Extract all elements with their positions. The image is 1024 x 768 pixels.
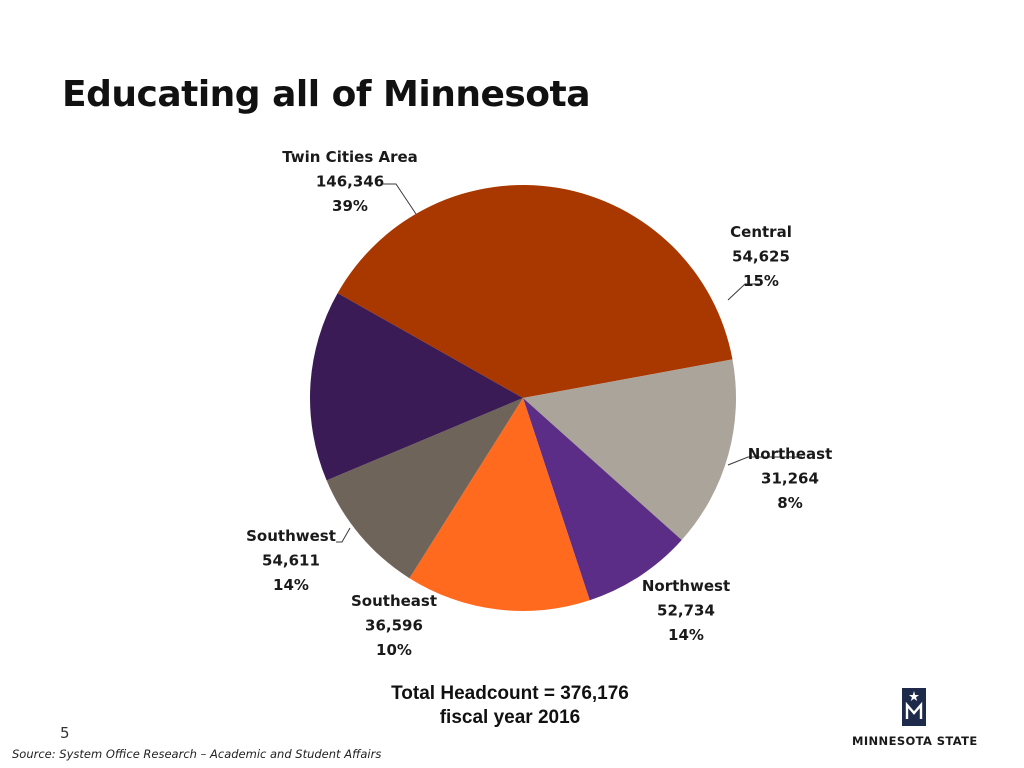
leader-line-twin-cities-area	[382, 183, 417, 215]
pie-slice-central	[523, 359, 736, 541]
minnesota-state-logo: MINNESOTA STATE	[852, 688, 978, 752]
pie-slice-southwest	[310, 293, 523, 481]
total-headcount: Total Headcount = 376,176 fiscal year 20…	[330, 682, 690, 730]
total-sublabel: fiscal year 2016	[439, 707, 581, 728]
slice-label-southeast: Southeast 36,596 10%	[351, 592, 437, 659]
pie-slice-northwest	[409, 398, 590, 612]
slice-label-southwest: Southwest 54,611 14%	[246, 527, 336, 594]
total-label: Total Headcount = 376,176	[391, 683, 629, 704]
source-note: Source: System Office Research – Academi…	[12, 747, 382, 761]
slice-label-central: Central 54,625 15%	[730, 223, 792, 290]
slice-label-twin-cities-area: Twin Cities Area 146,346 39%	[282, 148, 418, 215]
logo-text: MINNESOTA STATE	[852, 734, 978, 748]
pie-slice-northeast	[523, 398, 682, 601]
pie-slice-twin-cities-area	[337, 185, 733, 398]
leader-line-northeast	[727, 456, 802, 466]
slice-label-northeast: Northeast 31,264 8%	[748, 445, 833, 512]
minnesota-state-star-icon	[902, 688, 926, 726]
leader-line-central	[727, 283, 759, 301]
pie-slice-southeast	[326, 398, 523, 579]
pie-slices	[310, 185, 736, 612]
chart-title: Educating all of Minnesota	[62, 74, 591, 115]
slide-number: 5	[60, 724, 70, 742]
slice-labels: Twin Cities Area 146,346 39% Central 54,625 1…	[246, 148, 832, 659]
leader-line-southwest	[336, 527, 351, 543]
slice-label-northwest: Northwest 52,734 14%	[642, 577, 730, 644]
leader-lines	[336, 183, 802, 543]
